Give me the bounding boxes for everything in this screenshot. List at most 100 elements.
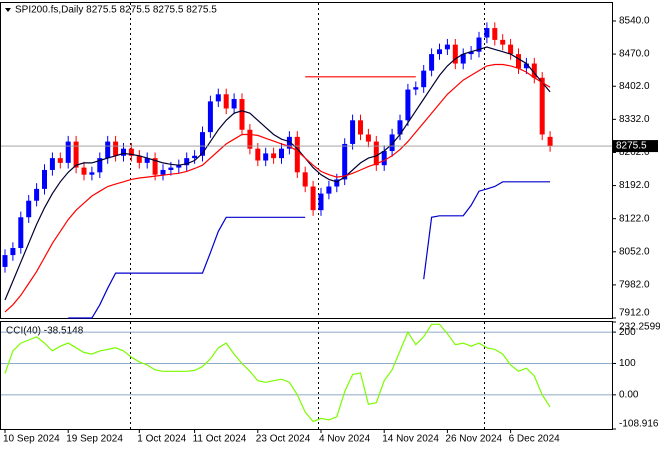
candle-body <box>192 155 198 159</box>
candle-body <box>223 94 229 109</box>
main-pane-frame <box>0 2 613 319</box>
candle-body <box>239 99 245 130</box>
candle-body <box>500 39 506 45</box>
candle-body <box>105 141 111 159</box>
candle-body <box>42 169 47 189</box>
y-tick-label: 8192.0 <box>619 180 650 191</box>
candle-body <box>113 141 119 156</box>
candle-body <box>152 158 158 175</box>
candle-body <box>207 101 213 133</box>
candle-body <box>279 148 284 159</box>
candle-body <box>539 77 545 135</box>
candle-body <box>460 54 466 64</box>
y-tick-label: 8540.0 <box>619 16 650 27</box>
y-tick-label: 8332.0 <box>619 114 650 125</box>
candle-body <box>18 217 24 248</box>
y-tick-label: 8402.0 <box>619 81 650 92</box>
candle-body <box>2 255 8 267</box>
candle-body <box>342 143 348 180</box>
x-tick-label: 19 Sep 2024 <box>66 434 123 445</box>
candle-body <box>26 200 32 218</box>
candle-body <box>318 193 324 211</box>
chart-title: SPI200.fs,Daily 8275.5 8275.5 8275.5 827… <box>15 5 217 16</box>
indicator-line <box>4 46 551 301</box>
candle-body <box>65 141 71 163</box>
candle-body <box>121 148 126 156</box>
candle-body <box>516 54 521 69</box>
candle-body <box>231 99 237 109</box>
y-tick-label: 232.2599 <box>619 322 660 333</box>
candle-body <box>10 248 16 256</box>
candle-body <box>57 158 63 163</box>
candle-body <box>160 169 166 175</box>
candle-body <box>444 44 450 50</box>
candle-body <box>89 172 95 175</box>
candle-body <box>247 129 253 149</box>
x-tick-label: 6 Dec 2024 <box>509 434 561 445</box>
candle-body <box>184 158 190 166</box>
candle-body <box>365 134 371 142</box>
y-tick-label: 100 <box>619 358 636 369</box>
candle-body <box>405 89 411 121</box>
candle-body <box>508 44 514 55</box>
candle-body <box>73 141 79 168</box>
current-price-box <box>613 140 658 153</box>
cci-pane-frame <box>0 321 613 430</box>
x-tick-label: 10 Sep 2024 <box>3 434 60 445</box>
candle-body <box>294 136 300 173</box>
candle-body <box>81 167 87 175</box>
candle-body <box>144 158 150 163</box>
candle-body <box>326 186 332 194</box>
candle-body <box>492 28 498 40</box>
candle-body <box>215 94 221 102</box>
candle-body <box>468 51 474 55</box>
y-tick-label: 7982.0 <box>619 280 650 291</box>
candle-body <box>429 54 435 71</box>
candle-body <box>271 153 277 159</box>
menu-icon[interactable] <box>5 8 11 12</box>
candle-body <box>437 49 442 55</box>
candle-body <box>128 148 134 156</box>
x-tick-label: 26 Nov 2024 <box>445 434 502 445</box>
candle-body <box>373 141 379 166</box>
current-price-label: 8275.5 <box>616 141 647 152</box>
candle-body <box>255 148 261 161</box>
candle-body <box>421 70 427 88</box>
candle-body <box>523 63 529 69</box>
candle-body <box>350 120 356 144</box>
candle-body <box>310 186 316 211</box>
candle-body <box>381 151 387 166</box>
x-tick-label: 11 Oct 2024 <box>193 434 247 445</box>
candle-body <box>168 167 174 170</box>
indicator-line <box>4 323 551 423</box>
candle-body <box>34 188 40 201</box>
y-tick-label: 8122.0 <box>619 213 650 224</box>
candle-body <box>49 158 55 170</box>
candle-body <box>476 37 482 52</box>
y-tick-label: 7912.0 <box>619 308 650 319</box>
candle-body <box>200 132 205 156</box>
candle-body <box>263 153 269 161</box>
candle-body <box>389 134 395 152</box>
candle-body <box>531 63 537 78</box>
candle-body <box>97 158 103 173</box>
candle-body <box>334 179 340 187</box>
candle-body <box>413 87 419 90</box>
candle-body <box>484 28 490 38</box>
indicator-line <box>68 181 551 319</box>
candle-body <box>136 155 142 163</box>
candle-body <box>547 136 553 147</box>
x-tick-label: 1 Oct 2024 <box>137 434 186 445</box>
y-tick-label: 200 <box>619 327 636 338</box>
indicator-line <box>4 63 551 313</box>
candle-body <box>452 44 458 64</box>
candle-body <box>302 172 308 187</box>
candle-body <box>286 136 292 149</box>
x-tick-label: 14 Nov 2024 <box>382 434 439 445</box>
y-tick-label: 8262.0 <box>619 147 650 158</box>
candle-body <box>358 120 363 135</box>
y-tick-label: -108.916 <box>619 419 659 430</box>
